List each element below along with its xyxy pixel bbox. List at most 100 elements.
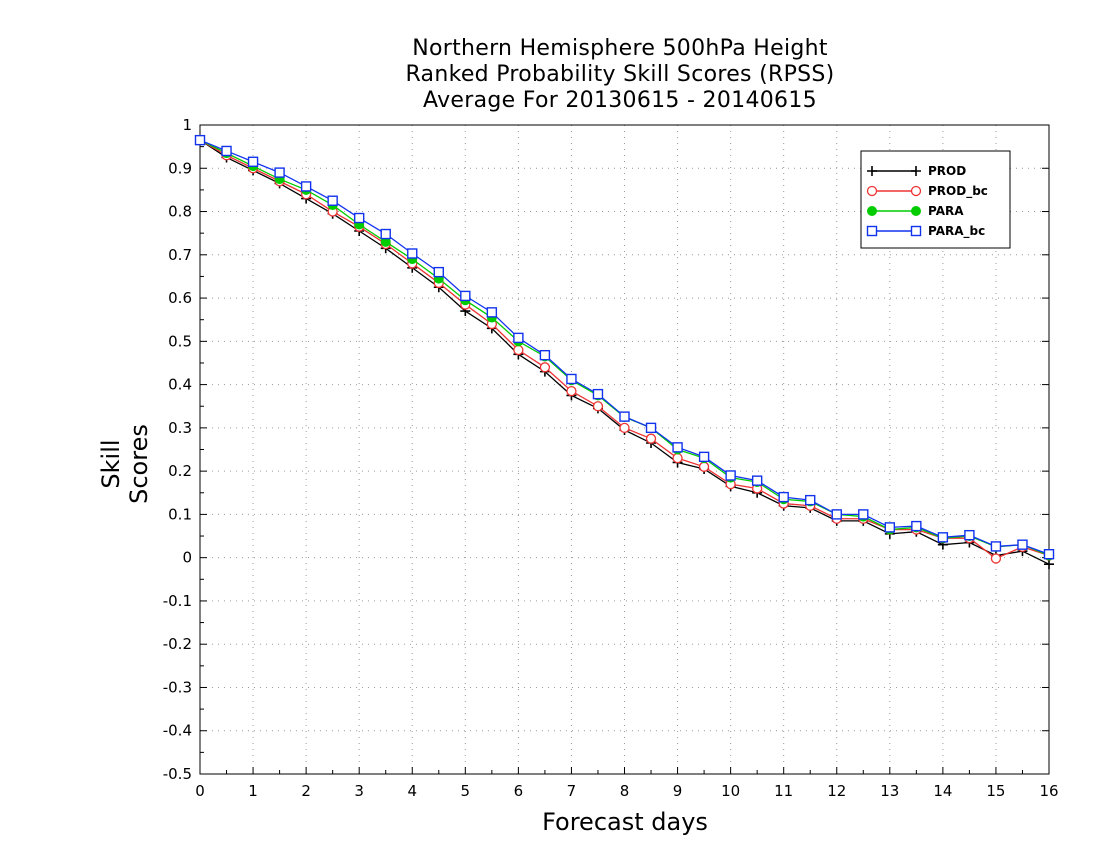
- legend-box: [860, 150, 1011, 249]
- legend-entry: PARA_bc: [866, 224, 985, 239]
- data-point-marker: [539, 349, 551, 361]
- data-point-marker: [911, 520, 922, 532]
- legend-entry: PROD: [867, 164, 966, 178]
- y-tick-label: 1: [182, 116, 192, 134]
- data-point-marker: [645, 422, 657, 434]
- x-tick-label: 15: [986, 782, 1005, 800]
- x-tick-label: 6: [514, 782, 524, 800]
- data-point-marker: [911, 206, 921, 216]
- data-point-marker: [247, 156, 259, 167]
- x-tick-label: 2: [301, 782, 311, 800]
- legend-entry: PROD_bc: [866, 184, 988, 199]
- data-point-marker: [1044, 559, 1054, 570]
- x-tick-label: 12: [827, 782, 846, 800]
- data-point-marker: [407, 248, 418, 259]
- data-point-marker: [194, 134, 206, 146]
- data-point-marker: [566, 385, 577, 397]
- data-point-marker: [911, 166, 921, 176]
- data-point-marker: [866, 185, 878, 197]
- x-tick-label: 13: [880, 782, 899, 800]
- data-point-marker: [592, 401, 604, 412]
- legend-entry: PARA: [867, 204, 964, 218]
- legend: PROD PROD_bc PARA PARA_bc: [860, 150, 1011, 249]
- data-point-marker: [698, 451, 710, 463]
- x-tick-label: 0: [195, 782, 205, 800]
- y-tick-label: 0: [182, 549, 192, 567]
- y-tick-label: 0.2: [168, 462, 192, 480]
- data-point-marker: [619, 411, 630, 422]
- data-point-marker: [353, 212, 365, 224]
- x-tick-label: 10: [721, 782, 740, 800]
- data-point-marker: [566, 373, 577, 385]
- chart-title-line-2: Ranked Probability Skill Scores (RPSS): [405, 62, 835, 87]
- data-point-marker: [592, 388, 604, 400]
- data-point-marker: [486, 307, 498, 318]
- axis-ticks: 0 1 2 3 4 5 6 7 8 9 10 11 12 13 14 15 16-0.5-0.4-0.3-0.2…: [163, 116, 1059, 800]
- data-point-marker: [513, 332, 524, 344]
- y-tick-label: 0.6: [168, 289, 192, 307]
- data-point-marker: [460, 290, 471, 302]
- data-point-marker: [937, 532, 949, 543]
- data-point-marker: [433, 266, 444, 278]
- x-tick-label: 7: [567, 782, 577, 800]
- y-tick-label: -0.2: [163, 635, 192, 653]
- series-para-bc: [194, 134, 1055, 560]
- data-point-marker: [619, 422, 630, 434]
- data-point-marker: [990, 541, 1002, 552]
- x-tick-label: 11: [774, 782, 793, 800]
- data-point-marker: [778, 491, 789, 503]
- data-point-marker: [884, 522, 896, 533]
- y-axis-label: Skill Scores: [97, 424, 153, 504]
- y-tick-label: 0.4: [168, 376, 192, 394]
- x-tick-label: 9: [673, 782, 683, 800]
- data-point-marker: [805, 494, 816, 506]
- data-point-marker: [910, 185, 922, 197]
- y-tick-label: -0.5: [163, 765, 192, 783]
- x-tick-label: 5: [461, 782, 471, 800]
- y-tick-label: -0.1: [163, 592, 192, 610]
- data-point-marker: [858, 509, 869, 520]
- data-point-marker: [867, 166, 877, 176]
- x-axis-label: Forecast days: [542, 808, 708, 836]
- x-tick-label: 1: [248, 782, 258, 800]
- series-layer: [194, 134, 1055, 570]
- data-point-marker: [866, 225, 878, 237]
- data-point-marker: [910, 225, 922, 237]
- y-tick-label: 0.8: [168, 203, 192, 221]
- y-tick-label: 0.5: [168, 332, 192, 350]
- data-point-marker: [221, 145, 232, 157]
- y-tick-label: -0.3: [163, 678, 192, 696]
- chart-title-line-3: Average For 20130615 - 20140615: [423, 88, 817, 113]
- data-point-marker: [751, 475, 763, 486]
- data-point-marker: [539, 362, 551, 373]
- legend-label: PARA: [928, 204, 964, 218]
- data-point-marker: [698, 461, 710, 472]
- data-point-marker: [274, 167, 285, 178]
- data-point-marker: [672, 442, 683, 453]
- x-tick-label: 4: [407, 782, 417, 800]
- data-point-marker: [1043, 549, 1055, 560]
- y-tick-label: 0.7: [168, 246, 192, 264]
- y-tick-label: 0.3: [168, 419, 192, 437]
- data-point-marker: [645, 433, 657, 444]
- data-point-marker: [327, 195, 338, 206]
- legend-label: PARA_bc: [928, 224, 985, 239]
- data-point-marker: [300, 181, 312, 192]
- x-tick-label: 14: [933, 782, 952, 800]
- data-point-marker: [964, 529, 975, 541]
- data-point-marker: [1017, 539, 1028, 550]
- legend-label: PROD_bc: [928, 184, 988, 199]
- y-tick-label: 0.9: [168, 159, 192, 177]
- data-point-marker: [867, 206, 877, 216]
- y-tick-label: 0.1: [168, 505, 192, 523]
- data-point-marker: [831, 509, 842, 520]
- data-point-marker: [513, 344, 524, 356]
- data-point-marker: [725, 470, 736, 481]
- chart-title-line-1: Northern Hemisphere 500hPa Height: [412, 36, 828, 61]
- x-tick-label: 3: [354, 782, 364, 800]
- legend-label: PROD: [928, 164, 966, 178]
- data-point-marker: [990, 553, 1002, 564]
- y-tick-label: -0.4: [163, 722, 192, 740]
- data-point-marker: [672, 453, 683, 464]
